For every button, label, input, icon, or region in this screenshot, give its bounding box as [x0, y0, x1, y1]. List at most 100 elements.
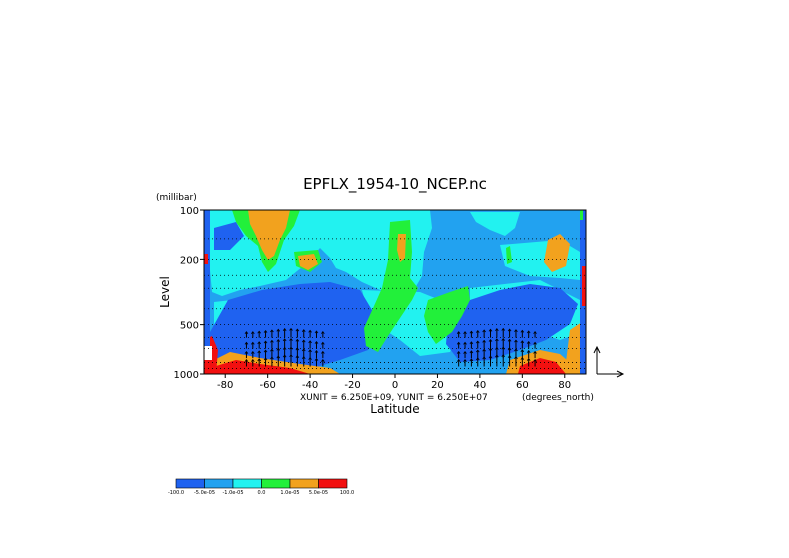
- vector-arrow-head: [314, 350, 319, 353]
- vector-arrow-head: [482, 339, 486, 343]
- vector-arrow-head: [244, 359, 249, 362]
- vector-arrow-head: [533, 350, 537, 354]
- vector-arrow-head: [308, 329, 312, 333]
- vector-arrow-head: [270, 339, 274, 343]
- vector-arrow-head: [276, 355, 281, 359]
- contour-red-surface-right: [518, 358, 566, 374]
- plot-area: [204, 210, 586, 374]
- vector-arrow-head: [501, 354, 506, 358]
- x-tick-label: -60: [259, 380, 275, 391]
- vector-arrow-head: [250, 331, 255, 334]
- vector-arrow-head: [475, 340, 480, 344]
- vector-arrow-head: [456, 341, 461, 345]
- vector-arrow-head: [514, 356, 518, 359]
- contour-blue-top-left: [214, 222, 244, 250]
- vector-arrow-head: [282, 328, 287, 331]
- vector-arrow-head: [514, 348, 518, 352]
- colorbar-label: 5.0e-05: [309, 490, 328, 496]
- contour-green-right: [424, 286, 470, 344]
- vector-arrow-head: [308, 357, 312, 360]
- vector-arrow-head: [276, 338, 281, 342]
- vector-arrow-head: [514, 329, 518, 333]
- vector-arrow-head: [469, 341, 474, 345]
- vector-arrow-head: [501, 346, 506, 350]
- contour-orange-small: [298, 254, 318, 270]
- vector-arrow-head: [501, 327, 506, 331]
- colorbar-segment: [232, 478, 262, 489]
- vector-arrow-head: [282, 338, 287, 342]
- vector-arrow-head: [289, 354, 293, 358]
- vector-arrow-head: [314, 340, 319, 344]
- y-tick-label: 1000: [174, 370, 199, 381]
- vector-arrow-head: [321, 350, 325, 354]
- colorbar-segment: [261, 478, 291, 489]
- missing-data-patch: [204, 346, 212, 360]
- vector-arrow-head: [526, 340, 531, 344]
- vector-arrow-head: [257, 341, 261, 345]
- vector-arrow-head: [244, 341, 249, 345]
- vector-arrow-head: [475, 357, 480, 361]
- vector-arrow-head: [308, 349, 312, 353]
- vector-arrow-head: [520, 357, 525, 360]
- vector-arrow-head: [463, 350, 467, 354]
- vector-arrow-head: [488, 328, 493, 332]
- vector-arrow-head: [263, 357, 268, 361]
- y-axis-label: Level: [158, 276, 172, 308]
- vector-scale-text: XUNIT = 6.250E+09, YUNIT = 6.250E+07: [300, 393, 488, 403]
- vector-arrow-head: [301, 348, 306, 352]
- vector-arrow-head: [507, 347, 512, 351]
- y-tick-label: 200: [180, 255, 199, 266]
- contour-orange-right: [544, 234, 570, 272]
- vector-arrow-head: [244, 350, 249, 354]
- vector-arrow-head: [257, 330, 261, 334]
- x-unit-label: (degrees_north): [522, 393, 594, 403]
- vector-arrow-head: [507, 338, 512, 342]
- y-tick-label: 500: [180, 321, 199, 332]
- vector-arrow-head: [520, 329, 525, 333]
- vector-arrow-head: [257, 358, 261, 362]
- ep-flux-vectors: [244, 327, 537, 367]
- vector-arrow-head: [321, 358, 325, 362]
- x-axis: -80 -60 -40 -20 0 20 40 60 80: [217, 374, 571, 391]
- vector-arrow-head: [469, 358, 474, 362]
- vector-arrow-head: [289, 337, 293, 341]
- vector-arrow-head: [533, 341, 537, 345]
- vector-arrow-head: [314, 330, 319, 334]
- vector-arrow-head: [469, 330, 474, 334]
- contour-orange-center: [397, 234, 406, 262]
- vector-arrow-head: [270, 356, 274, 360]
- vector-arrow-head: [526, 357, 531, 361]
- edge-green-right: [580, 210, 583, 220]
- x-tick-label: -20: [344, 380, 360, 391]
- vector-arrow-head: [488, 347, 493, 351]
- vector-arrow-head: [295, 355, 300, 359]
- colorbar: -100.0 -5.0e-05 -1.0e-05 0.0 1.0e-05 5.0e-05 1…: [168, 478, 354, 496]
- x-tick-label: 80: [558, 380, 571, 391]
- contour-red-surface-left: [216, 360, 310, 374]
- contour-fields: [204, 210, 586, 374]
- colorbar-label: 1.0e-05: [280, 490, 299, 496]
- vector-arrow-head: [533, 358, 537, 362]
- colorbar-label: 0.0: [258, 490, 266, 496]
- vector-arrow-head: [263, 349, 268, 353]
- colorbar-segment: [289, 478, 319, 489]
- vector-arrow-head: [263, 340, 268, 344]
- colorbar-segment: [318, 478, 348, 489]
- chart-title: EPFLX_1954-10_NCEP.nc: [303, 175, 487, 194]
- vector-arrow-head: [520, 349, 525, 353]
- vector-arrow-head: [289, 346, 293, 350]
- vector-arrow-head: [482, 348, 486, 352]
- vector-arrow-head: [250, 350, 255, 354]
- vector-arrow-head: [495, 346, 499, 350]
- vector-arrow-head: [282, 354, 287, 358]
- vector-arrow-head: [469, 350, 474, 354]
- vector-arrow-head: [295, 347, 300, 351]
- vector-arrow-head: [463, 359, 467, 362]
- vector-arrow-head: [463, 331, 467, 334]
- x-tick-label: -80: [217, 380, 233, 391]
- colorbar-label: -5.0e-05: [194, 490, 215, 496]
- vector-arrow-head: [482, 356, 486, 360]
- vector-arrow-head: [495, 354, 499, 358]
- colorbar-label: -1.0e-05: [223, 490, 244, 496]
